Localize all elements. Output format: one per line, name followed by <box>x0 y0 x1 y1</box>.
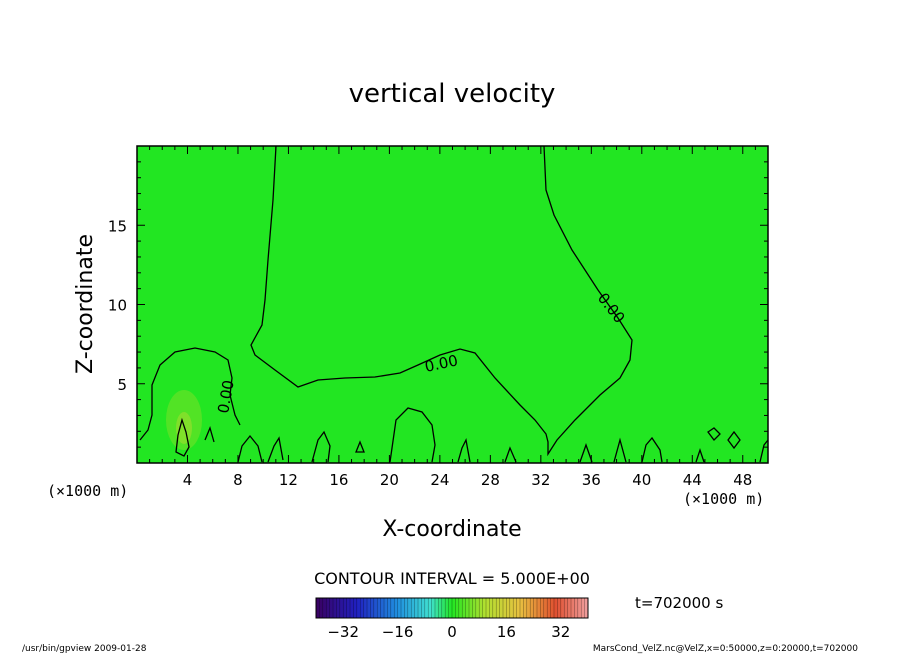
contour-lines <box>139 145 769 463</box>
contour-line <box>613 437 627 463</box>
contour-line <box>311 430 331 463</box>
x-tick-label: 40 <box>632 471 651 489</box>
chart-title: vertical velocity <box>349 79 556 109</box>
y-axis-ticks: 5 10 15 <box>108 161 768 448</box>
contour-line <box>579 443 593 463</box>
colorbar-tick-label: 16 <box>497 623 516 641</box>
contour-line <box>457 437 471 463</box>
colorbar-divisions <box>319 598 585 618</box>
y-tick-label: 15 <box>108 217 127 235</box>
y-axis-title: Z-coordinate <box>73 234 98 374</box>
contour-line <box>759 439 769 463</box>
contour-line <box>707 427 721 441</box>
colorbar-tick-label: −32 <box>327 623 359 641</box>
x-unit-left: (×1000 m) <box>47 482 128 500</box>
contour-line <box>355 440 365 453</box>
contour-line <box>250 145 633 457</box>
contour-label: 0.00 <box>214 379 238 415</box>
plot-area <box>137 146 768 463</box>
contour-line <box>267 436 284 463</box>
x-tick-label: 8 <box>233 471 243 489</box>
colorbar-tick-label: −16 <box>382 623 414 641</box>
contour-line <box>237 434 263 463</box>
x-tick-label: 12 <box>279 471 298 489</box>
footer-left: /usr/bin/gpview 2009-01-28 <box>22 644 147 654</box>
colorbar-ticks: −32 −16 0 16 32 <box>327 623 570 641</box>
x-tick-label: 32 <box>531 471 550 489</box>
x-axis-title: X-coordinate <box>382 517 521 542</box>
contour-interval-text: CONTOUR INTERVAL = 5.000E+00 <box>314 569 590 588</box>
colorbar-tick-label: 0 <box>447 623 457 641</box>
contour-line <box>139 347 241 441</box>
x-unit-right: (×1000 m) <box>683 490 764 508</box>
y-tick-label: 10 <box>108 297 127 315</box>
x-tick-label: 16 <box>329 471 348 489</box>
x-tick-label: 28 <box>481 471 500 489</box>
contour-line <box>641 436 663 463</box>
x-tick-label: 36 <box>582 471 601 489</box>
x-axis-ticks: 4 8 12 16 20 24 28 32 36 40 44 48 <box>149 146 756 489</box>
x-tick-label: 20 <box>380 471 399 489</box>
contour-line <box>204 426 215 443</box>
contour-line <box>175 417 190 457</box>
x-tick-label: 4 <box>183 471 193 489</box>
y-tick-label: 5 <box>117 376 127 394</box>
contour-line <box>504 446 517 463</box>
x-tick-label: 44 <box>683 471 702 489</box>
time-text: t=702000 s <box>635 594 723 612</box>
warm-blob <box>166 390 202 450</box>
contour-line <box>695 447 705 463</box>
x-tick-label: 24 <box>430 471 449 489</box>
contour-line <box>727 430 741 450</box>
footer-right: MarsCond_VelZ.nc@VelZ,x=0:50000,z=0:2000… <box>593 644 858 654</box>
contour-line <box>389 407 436 463</box>
colorbar-tick-label: 32 <box>551 623 570 641</box>
x-tick-label: 48 <box>733 471 752 489</box>
